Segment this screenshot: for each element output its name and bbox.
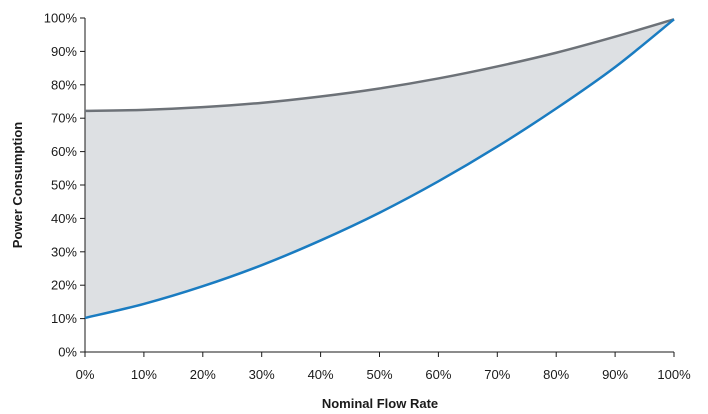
y-tick-label: 30% [51,244,77,259]
x-axis-ticks: 0% 10% 20% 30% 40% 50% 60% 70% 80% 90% 100% [76,352,691,382]
x-tick-label: 50% [366,367,392,382]
y-tick-label: 100% [44,11,78,26]
upper-curve-line [84,18,675,113]
y-tick-label: 70% [51,111,77,126]
x-tick-label: 60% [425,367,451,382]
x-tick-label: 80% [543,367,569,382]
x-tick-label: 20% [190,367,216,382]
y-tick-label: 60% [51,144,77,159]
y-tick-label: 50% [51,178,77,193]
band-fill-area [85,19,674,318]
x-tick-label: 90% [602,367,628,382]
y-axis-title: Power Consumption [10,122,25,248]
y-tick-label: 80% [51,77,77,92]
x-axis-title: Nominal Flow Rate [322,396,438,411]
lower-curve-line [84,18,675,320]
x-tick-label: 30% [249,367,275,382]
x-tick-label: 10% [131,367,157,382]
x-tick-label: 100% [657,367,691,382]
y-axis-ticks: 0% 10% 20% 30% 40% 50% 60% 70% 80% 90% 100% [44,11,85,360]
y-tick-label: 40% [51,211,77,226]
y-tick-label: 10% [51,311,77,326]
x-tick-label: 40% [308,367,334,382]
y-tick-label: 90% [51,44,77,59]
x-tick-label: 70% [484,367,510,382]
y-tick-label: 20% [51,278,77,293]
y-tick-label: 0% [58,345,77,360]
x-tick-label: 0% [76,367,95,382]
